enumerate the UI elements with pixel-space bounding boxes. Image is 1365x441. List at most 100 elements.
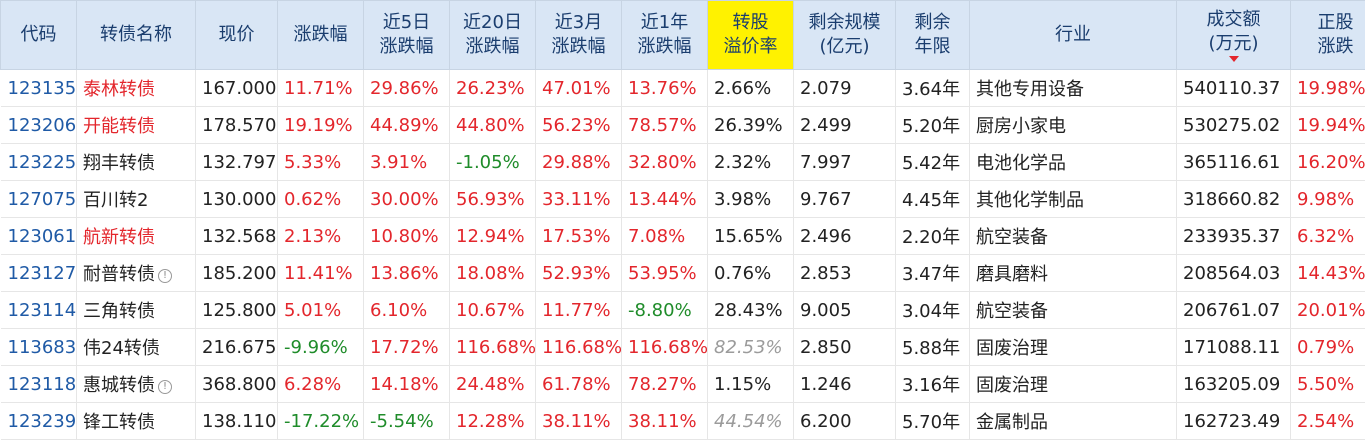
col-header-change-3m[interactable]: 近3月 涨跌幅 xyxy=(535,0,622,70)
col-header-label: 正股 xyxy=(1317,12,1354,33)
table-row[interactable]: 127075 百川转2 130.000 0.62% 30.00% 56.93% 33.11%… xyxy=(0,180,1365,218)
cell-change-3m: 47.01% xyxy=(535,69,622,107)
cell-name[interactable]: 百川转2 xyxy=(76,180,196,218)
cell-remaining-size: 1.246 xyxy=(793,365,896,403)
cell-name[interactable]: 耐普转债! xyxy=(76,254,196,292)
cell-remaining-size: 2.499 xyxy=(793,106,896,144)
cell-code[interactable]: 123118 xyxy=(0,365,77,403)
cell-conversion-premium: 28.43% xyxy=(707,291,794,329)
cell-stock-change: 16.20% xyxy=(1290,143,1365,181)
cell-change-20d: 12.94% xyxy=(449,217,536,255)
cell-name[interactable]: 翔丰转债 xyxy=(76,143,196,181)
sort-desc-arrow-icon xyxy=(1228,56,1239,62)
col-header-change-20d[interactable]: 近20日 涨跌幅 xyxy=(449,0,536,70)
cell-conversion-premium: 3.98% xyxy=(707,180,794,218)
cell-stock-change: 14.43% xyxy=(1290,254,1365,292)
cell-name[interactable]: 泰林转债 xyxy=(76,69,196,107)
cell-price: 185.200 xyxy=(195,254,278,292)
info-icon[interactable]: ! xyxy=(158,380,172,394)
table-row[interactable]: 123127 耐普转债! 185.200 11.41% 13.86% 18.08% 52.9… xyxy=(0,254,1365,292)
cell-change: -17.22% xyxy=(277,402,364,440)
cell-industry: 磨具磨料 xyxy=(969,254,1177,292)
cell-code[interactable]: 123225 xyxy=(0,143,77,181)
cell-remaining-size: 9.767 xyxy=(793,180,896,218)
cell-remaining-size: 2.853 xyxy=(793,254,896,292)
cell-change: 19.19% xyxy=(277,106,364,144)
col-header-label: 年限 xyxy=(914,36,951,57)
cell-code[interactable]: 123135 xyxy=(0,69,77,107)
cell-stock-change: 5.50% xyxy=(1290,365,1365,403)
cell-change-3m: 17.53% xyxy=(535,217,622,255)
cell-name[interactable]: 三角转债 xyxy=(76,291,196,329)
col-header-change[interactable]: 涨跌幅 xyxy=(277,0,364,70)
cell-change-20d: 10.67% xyxy=(449,291,536,329)
cell-change-1y: 13.44% xyxy=(621,180,708,218)
cell-change: 0.62% xyxy=(277,180,364,218)
cell-code[interactable]: 123206 xyxy=(0,106,77,144)
cell-stock-change: 19.98% xyxy=(1290,69,1365,107)
cell-change-3m: 52.93% xyxy=(535,254,622,292)
cell-code[interactable]: 123239 xyxy=(0,402,77,440)
cell-stock-change: 19.94% xyxy=(1290,106,1365,144)
col-header-change-1y[interactable]: 近1年 涨跌幅 xyxy=(621,0,708,70)
cell-name[interactable]: 开能转债 xyxy=(76,106,196,144)
cell-industry: 电池化学品 xyxy=(969,143,1177,181)
table-row[interactable]: 123206 开能转债 178.570 19.19% 44.89% 44.80% 56.23… xyxy=(0,106,1365,144)
cell-code[interactable]: 123061 xyxy=(0,217,77,255)
cell-change-3m: 11.77% xyxy=(535,291,622,329)
cell-name[interactable]: 锋工转债 xyxy=(76,402,196,440)
cell-name[interactable]: 伟24转债 xyxy=(76,328,196,366)
cell-change-5d: 17.72% xyxy=(363,328,450,366)
cell-remaining-years: 3.47年 xyxy=(895,254,970,292)
table-row[interactable]: 123061 航新转债 132.568 2.13% 10.80% 12.94% 17.53%… xyxy=(0,217,1365,255)
col-header-turnover[interactable]: 成交额 (万元) xyxy=(1176,0,1291,70)
col-header-label: 近1年 xyxy=(640,12,689,33)
cell-conversion-premium: 82.53% xyxy=(707,328,794,366)
cell-remaining-years: 5.88年 xyxy=(895,328,970,366)
col-header-change-5d[interactable]: 近5日 涨跌幅 xyxy=(363,0,450,70)
cell-code[interactable]: 123114 xyxy=(0,291,77,329)
col-header-industry[interactable]: 行业 xyxy=(969,0,1177,70)
cell-industry: 金属制品 xyxy=(969,402,1177,440)
cell-name[interactable]: 惠城转债! xyxy=(76,365,196,403)
col-header-code[interactable]: 代码 xyxy=(0,0,77,70)
cell-change-3m: 38.11% xyxy=(535,402,622,440)
table-row[interactable]: 123225 翔丰转债 132.797 5.33% 3.91% -1.05% 29.88% 3… xyxy=(0,143,1365,181)
cell-code[interactable]: 113683 xyxy=(0,328,77,366)
cell-industry: 航空装备 xyxy=(969,217,1177,255)
info-icon[interactable]: ! xyxy=(158,269,172,283)
table-row[interactable]: 123135 泰林转债 167.000 11.71% 29.86% 26.23% 47.01… xyxy=(0,69,1365,107)
cell-change-1y: -8.80% xyxy=(621,291,708,329)
cell-change-5d: 14.18% xyxy=(363,365,450,403)
cell-price: 138.110 xyxy=(195,402,278,440)
cell-industry: 固废治理 xyxy=(969,365,1177,403)
table-row[interactable]: 123239 锋工转债 138.110 -17.22% -5.54% 12.28% 38.1… xyxy=(0,402,1365,440)
cell-remaining-size: 6.200 xyxy=(793,402,896,440)
col-header-label: 涨跌幅 xyxy=(293,24,348,45)
cell-remaining-size: 2.079 xyxy=(793,69,896,107)
cell-price: 167.000 xyxy=(195,69,278,107)
col-header-price[interactable]: 现价 xyxy=(195,0,278,70)
table-row[interactable]: 123114 三角转债 125.800 5.01% 6.10% 10.67% 11.77% -… xyxy=(0,291,1365,329)
cell-change-20d: 24.48% xyxy=(449,365,536,403)
col-header-name[interactable]: 转债名称 xyxy=(76,0,196,70)
cell-change: 5.01% xyxy=(277,291,364,329)
cell-conversion-premium: 26.39% xyxy=(707,106,794,144)
col-header-label: 剩余规模 xyxy=(808,12,881,33)
cell-code[interactable]: 127075 xyxy=(0,180,77,218)
cell-conversion-premium: 1.15% xyxy=(707,365,794,403)
cell-name[interactable]: 航新转债 xyxy=(76,217,196,255)
cell-industry: 航空装备 xyxy=(969,291,1177,329)
table-row[interactable]: 123118 惠城转债! 368.800 6.28% 14.18% 24.48% 61.78… xyxy=(0,365,1365,403)
col-header-remaining-size[interactable]: 剩余规模 (亿元) xyxy=(793,0,896,70)
cell-industry: 其他化学制品 xyxy=(969,180,1177,218)
cell-change: 2.13% xyxy=(277,217,364,255)
col-header-remaining-years[interactable]: 剩余 年限 xyxy=(895,0,970,70)
cell-turnover: 163205.09 xyxy=(1176,365,1291,403)
col-header-label: 转股 xyxy=(732,12,769,33)
col-header-conversion-premium[interactable]: 转股 溢价率 xyxy=(707,0,794,70)
table-row[interactable]: 113683 伟24转债 216.675 -9.96% 17.72% 116.68% 116… xyxy=(0,328,1365,366)
cell-code[interactable]: 123127 xyxy=(0,254,77,292)
cell-turnover: 540110.37 xyxy=(1176,69,1291,107)
col-header-stock-change[interactable]: 正股 涨跌 xyxy=(1290,0,1365,70)
